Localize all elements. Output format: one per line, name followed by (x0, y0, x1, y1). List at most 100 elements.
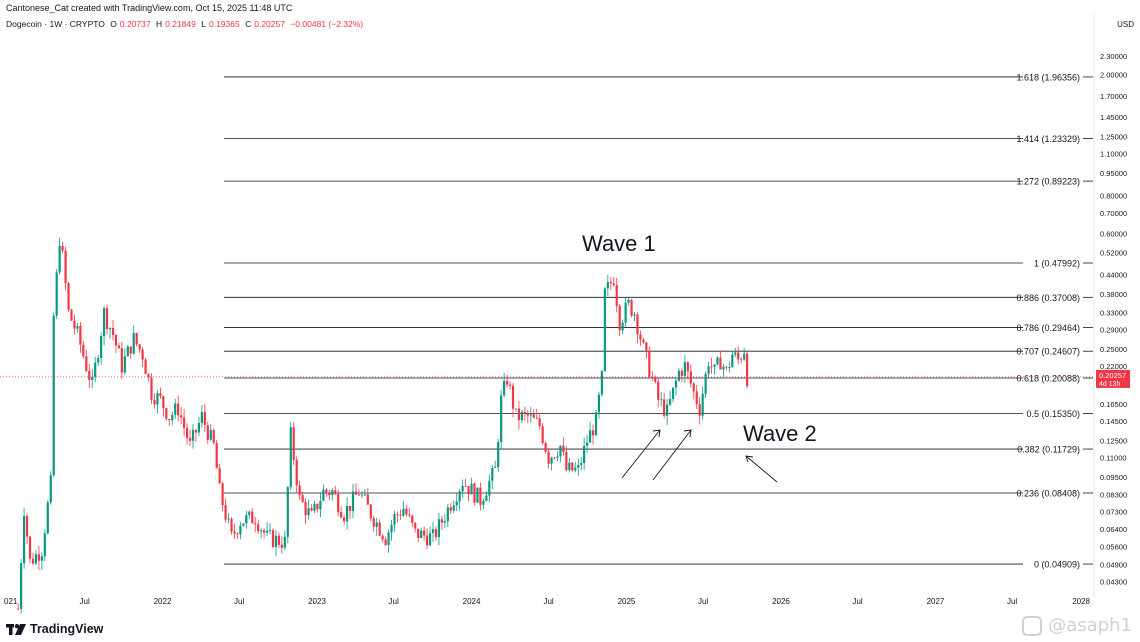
candle (76, 323, 79, 333)
fib-label: 0.5 (0.15350) (1026, 409, 1080, 419)
candle (268, 523, 272, 535)
candle (274, 530, 278, 557)
candle (180, 407, 183, 424)
candle (316, 503, 319, 513)
candle (248, 510, 251, 519)
candle (585, 434, 589, 453)
high-value: 0.21849 (165, 19, 196, 29)
fib-label: 1 (0.47992) (1034, 259, 1080, 269)
candle (393, 510, 396, 532)
time-tick-label: 021 (4, 597, 18, 606)
candle (206, 421, 209, 445)
candle (100, 332, 103, 365)
candle (230, 517, 233, 535)
candle (553, 456, 556, 460)
fib-retracement[interactable]: 1.618 (1.96356) 1.414 (1.23329) 1.272 (0.8… (224, 72, 1093, 570)
arrow-up-2 (652, 429, 692, 481)
candle (82, 340, 85, 359)
candle (381, 534, 384, 543)
candle (310, 504, 313, 512)
candle (710, 357, 713, 374)
price-tick-label: 0.08300 (1100, 491, 1127, 500)
time-axis[interactable]: 021 Jul 2022 Jul 2023 Jul 2024 Jul 2025 Jul 2026 Ju… (4, 597, 1091, 606)
candle (674, 377, 678, 396)
price-axis[interactable]: 2.30000 2.00000 1.70000 1.45000 1.25000 1.100… (1100, 52, 1127, 586)
bar-countdown: 4d 13h (1099, 381, 1121, 388)
candle (351, 483, 355, 519)
candle (197, 417, 201, 437)
candle (725, 365, 728, 371)
candle (22, 508, 26, 569)
candle (746, 351, 749, 389)
candle (165, 407, 168, 421)
candle (322, 484, 325, 502)
candle (135, 332, 138, 347)
symbol-name[interactable]: Dogecoin · 1W · CRYPTO (6, 19, 105, 29)
candle (737, 346, 740, 365)
candle (594, 409, 598, 436)
price-tick-label: 1.10000 (1100, 149, 1127, 158)
candle (417, 528, 420, 543)
price-tick-label: 0.60000 (1100, 230, 1127, 239)
candle (120, 341, 123, 380)
symbol-info: Dogecoin · 1W · CRYPTO O 0.20737 H 0.21849… (6, 19, 366, 29)
tradingview-logo[interactable]: TradingView (6, 622, 103, 636)
candle (64, 247, 67, 291)
fib-label: 0.707 (0.24607) (1016, 347, 1080, 357)
time-tick-label: Jul (234, 597, 244, 606)
candle (583, 437, 586, 470)
candle (52, 312, 55, 477)
candle (277, 532, 281, 548)
candle (526, 410, 529, 424)
fib-label: 1.272 (0.89223) (1016, 177, 1080, 187)
candle (645, 341, 648, 359)
candle (174, 398, 177, 419)
price-tick-label: 0.33000 (1100, 308, 1127, 317)
candle (571, 462, 574, 472)
candle (55, 269, 58, 319)
tradingview-logo-text: TradingView (30, 622, 104, 636)
candle (221, 481, 224, 512)
low-value: 0.19365 (208, 19, 240, 29)
candle (420, 527, 423, 539)
candle (94, 356, 97, 383)
candle (633, 311, 636, 322)
candle (692, 381, 695, 400)
candle (565, 446, 568, 472)
candle (517, 401, 521, 430)
currency-label[interactable]: USD (1117, 20, 1134, 29)
candle (375, 517, 378, 536)
candle (621, 319, 624, 335)
candle (25, 513, 29, 544)
current-price-label: 0.20257 (1099, 371, 1126, 380)
price-tick-label: 1.45000 (1100, 113, 1127, 122)
candle (117, 342, 121, 349)
candle (734, 347, 737, 357)
candle (497, 439, 500, 472)
fib-label: 0.786 (0.29464) (1016, 323, 1080, 333)
candle (105, 304, 109, 335)
candle (464, 478, 467, 487)
candle (485, 491, 488, 502)
candle (541, 422, 544, 446)
candle (482, 498, 485, 510)
candle (431, 522, 435, 543)
candle (615, 277, 618, 313)
candle (156, 390, 159, 414)
candle (233, 523, 236, 539)
candle (37, 545, 41, 571)
candle (434, 526, 438, 541)
candle (636, 312, 639, 344)
candle (568, 457, 571, 473)
candle (651, 371, 654, 382)
candle (111, 320, 115, 341)
candle (396, 511, 399, 523)
price-tick-label: 0.16500 (1100, 400, 1127, 409)
candle (446, 504, 449, 528)
candle (85, 349, 88, 373)
candle (399, 509, 402, 520)
candle (224, 498, 227, 523)
candle (740, 357, 743, 364)
